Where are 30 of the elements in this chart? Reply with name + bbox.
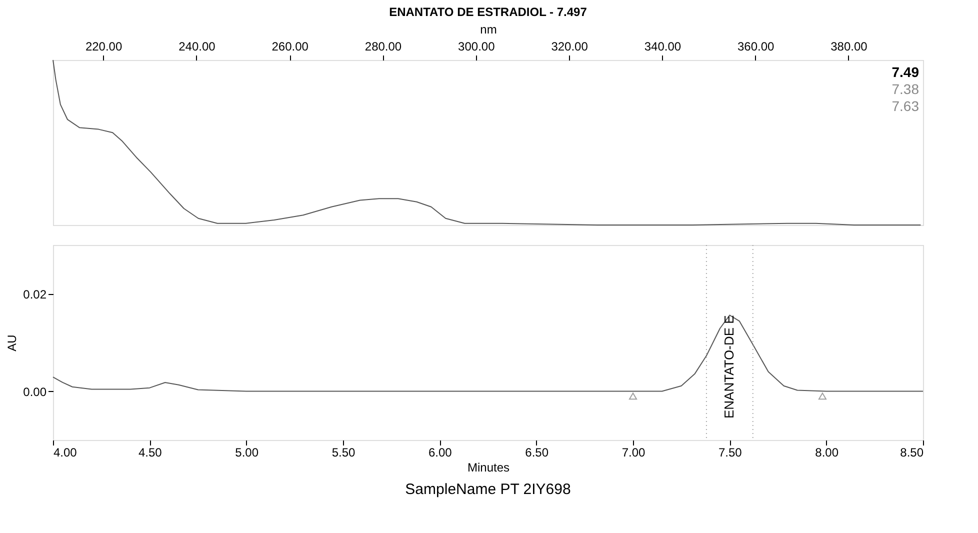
x-tick-label: 260.00 — [272, 40, 309, 54]
annotation: 7.49 — [892, 64, 920, 80]
x-tick-label: 4.00 — [54, 446, 78, 460]
x-tick-label: 380.00 — [830, 40, 868, 54]
x-tick-label: 5.00 — [235, 446, 259, 460]
y-tick-label: 0.02 — [23, 287, 47, 302]
annotation: 7.63 — [892, 98, 920, 114]
x-tick-label: 220.00 — [85, 40, 122, 54]
x-tick-label: 240.00 — [178, 40, 216, 54]
annotation: ENANTATO-DE E — [722, 314, 737, 418]
x-axis-title: Minutes — [467, 460, 510, 474]
x-tick-label: 280.00 — [364, 40, 402, 54]
x-tick-label: 7.50 — [718, 446, 742, 460]
x-tick-label: 320.00 — [551, 40, 588, 54]
annotation: 7.38 — [892, 81, 920, 97]
y-tick-label: 0.00 — [23, 384, 47, 399]
y-axis-title: AU — [5, 334, 20, 352]
x-tick-label: 6.00 — [428, 446, 452, 460]
text: SampleName PT 2IY698 — [405, 481, 571, 498]
x-tick-label: 300.00 — [458, 40, 496, 54]
chart-title: ENANTATO DE ESTRADIOL - 7.497 — [389, 5, 588, 19]
x-tick-label: 6.50 — [525, 446, 549, 460]
x-tick-label: 7.00 — [622, 446, 646, 460]
x-tick-label: 340.00 — [644, 40, 682, 54]
x-tick-label: 4.50 — [138, 446, 162, 460]
x-tick-label: 8.50 — [900, 446, 924, 460]
x-tick-label: 8.00 — [815, 446, 839, 460]
x-tick-label: 5.50 — [332, 446, 356, 460]
x-tick-label: 360.00 — [737, 40, 775, 54]
x-axis-title: nm — [480, 22, 497, 36]
